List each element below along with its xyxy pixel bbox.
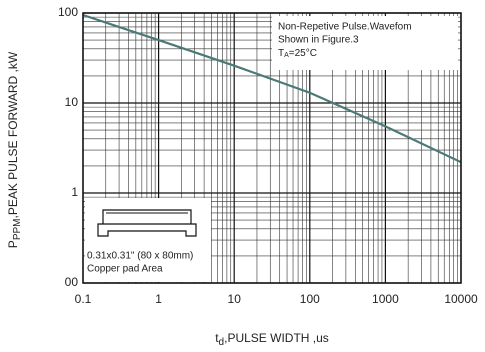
temperature-rest: =25°C [289,48,317,59]
x-label-sub: d [219,337,225,348]
inset-label: Copper pad Area [87,264,163,275]
plot-frame [82,12,462,284]
x-tick-label: 100 [300,292,320,306]
y-axis-label: PPPM,PEAK PULSE FORWARD ,kW [6,51,22,248]
annotation: Non-Repetive Pulse.Wavefom [278,22,412,33]
x-tick-label: 10 [228,292,242,306]
series-line [82,13,462,164]
x-tick-label: 0.1 [75,292,92,306]
y-label-sub: PPM [12,219,23,241]
x-label-main: t [215,331,219,345]
x-tick-label: 10000 [444,292,478,306]
y-tick-label: 100 [58,5,78,19]
temperature-sub: A [284,52,289,59]
y-tick-label: 1 [71,185,78,199]
annotation: Shown in Figure.3 [278,35,359,46]
y-tick-label: 10 [65,95,79,109]
y-tick-label: 00 [65,275,79,289]
plot [82,13,462,164]
y-label-rest: ,PEAK PULSE FORWARD ,kW [6,51,20,218]
annotation-box [272,16,458,70]
temperature: TA=25°C [278,48,317,59]
x-tick-label: 1 [155,292,162,306]
inset-label: 0.31x0.31" (80 x 80mm) [87,251,193,262]
temperature-main: T [278,48,284,59]
x-axis-label: td,PULSE WIDTH ,us [215,331,329,347]
x-tick-label: 1000 [372,292,399,306]
y-label-main: P [6,240,20,248]
package-icon [97,209,197,237]
x-label-rest: ,PULSE WIDTH ,us [224,331,329,345]
